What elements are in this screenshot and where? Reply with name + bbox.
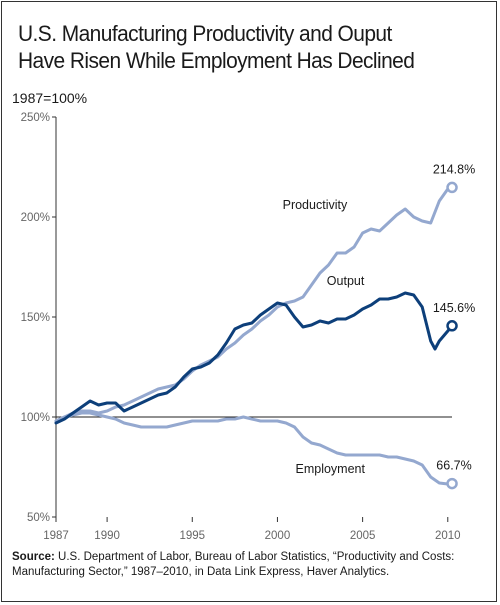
output-end-value: 145.6% <box>433 301 475 315</box>
x-tick-label: 2010 <box>435 530 461 542</box>
y-tick-label: 250% <box>21 112 50 124</box>
title-line-1: U.S. Manufacturing Productivity and Oupu… <box>18 21 392 46</box>
chart-subtitle: 1987=100% <box>12 90 88 106</box>
chart-title: U.S. Manufacturing Productivity and Oupu… <box>18 20 455 74</box>
source-label: Source: <box>12 551 55 563</box>
source-note: Source: U.S. Department of Labor, Bureau… <box>12 550 490 580</box>
x-tick-label: 1990 <box>94 530 120 542</box>
productivity-line <box>54 185 454 423</box>
title-line-2: Have Risen While Employment Has Declined <box>18 48 415 73</box>
x-tick-label: 2005 <box>350 530 376 542</box>
y-tick-label: 200% <box>21 212 50 224</box>
employment-line <box>54 411 454 486</box>
source-text: U.S. Department of Labor, Bureau of Labo… <box>12 551 455 578</box>
output-end-marker <box>446 320 458 332</box>
x-tick-label: 2000 <box>265 530 291 542</box>
productivity-end-marker <box>446 181 458 194</box>
employment-end-marker <box>446 477 458 490</box>
y-tick-label: 150% <box>21 312 50 324</box>
output-series-label: Output <box>327 274 365 288</box>
y-tick-label: 50% <box>27 512 50 524</box>
y-tick-label: 100% <box>21 412 50 424</box>
productivity-series-label: Productivity <box>283 198 348 212</box>
employment-series-label: Employment <box>296 462 366 476</box>
employment-end-value: 66.7% <box>436 459 471 473</box>
output-line <box>54 291 454 425</box>
x-tick-label: 1995 <box>179 530 205 542</box>
productivity-end-value: 214.8% <box>433 162 475 176</box>
x-tick-label: 1987 <box>43 530 69 542</box>
